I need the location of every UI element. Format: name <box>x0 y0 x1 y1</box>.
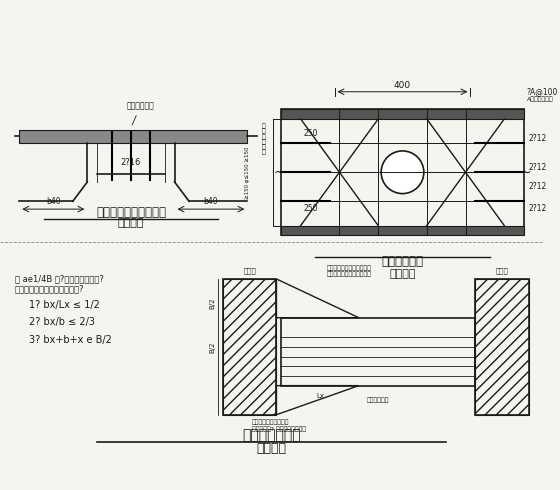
Text: 附加加密箍筋直径同架箍筋: 附加加密箍筋直径同架箍筋 <box>326 266 372 271</box>
Text: 加密箍筋直径根数相同: 加密箍筋直径根数相同 <box>252 419 290 425</box>
Bar <box>223 279 277 415</box>
Text: 当 ae1/4B 时?架端设水平加腋?: 当 ae1/4B 时?架端设水平加腋? <box>15 275 104 284</box>
Text: 范围同梁加密区域箍筋间距: 范围同梁加密区域箍筋间距 <box>326 271 372 277</box>
Text: 250: 250 <box>303 204 318 213</box>
Text: 框架梁水平加腋: 框架梁水平加腋 <box>242 428 301 442</box>
Text: ~: ~ <box>520 165 531 179</box>
Text: 2?12: 2?12 <box>529 182 547 191</box>
Text: 梁孔加固大样: 梁孔加固大样 <box>381 255 423 268</box>
Bar <box>475 279 529 415</box>
Bar <box>281 109 524 119</box>
Text: 框架梁: 框架梁 <box>496 268 508 274</box>
Text: 附图十三: 附图十三 <box>389 269 416 279</box>
Bar <box>475 279 529 415</box>
Text: 过梁与结构梁整浇构造: 过梁与结构梁整浇构造 <box>96 206 166 219</box>
Text: 250: 250 <box>303 129 318 138</box>
Text: 截
面
纵
筋
锚
入: 截 面 纵 筋 锚 入 <box>262 123 265 155</box>
Text: 2? bx/b ≤ 2/3: 2? bx/b ≤ 2/3 <box>29 318 95 327</box>
Text: 2?12: 2?12 <box>529 163 547 172</box>
Text: 3? bx+b+x e B/2: 3? bx+b+x e B/2 <box>29 335 112 345</box>
Text: 2?16: 2?16 <box>121 158 141 168</box>
Text: 附图十四: 附图十四 <box>256 442 287 456</box>
Text: 箍筋与梁相同: 箍筋与梁相同 <box>127 101 155 125</box>
Text: A为梁箍筋直径: A为梁箍筋直径 <box>526 97 553 102</box>
Text: 梁单侧设置? 直径不够采用弯锚: 梁单侧设置? 直径不够采用弯锚 <box>252 426 306 432</box>
Text: B/2: B/2 <box>209 341 215 353</box>
Text: ≥150 φ≤150 ≥150: ≥150 φ≤150 ≥150 <box>245 146 250 198</box>
Text: ~: ~ <box>273 165 285 179</box>
Bar <box>20 129 248 143</box>
Text: 框架柱: 框架柱 <box>244 268 256 274</box>
Bar <box>223 279 277 415</box>
Text: B/2: B/2 <box>209 297 215 309</box>
Text: 附图十二: 附图十二 <box>118 219 144 228</box>
Text: 水平加腋尺寸应满足下列要求?: 水平加腋尺寸应满足下列要求? <box>15 285 84 294</box>
Circle shape <box>381 151 424 194</box>
Bar <box>281 225 524 235</box>
Text: 2?12: 2?12 <box>529 134 547 143</box>
Bar <box>281 109 524 235</box>
Text: Lx: Lx <box>316 393 324 399</box>
Text: 梁端箍加密区: 梁端箍加密区 <box>367 397 390 403</box>
Text: b40: b40 <box>204 197 218 206</box>
Text: ?A@100: ?A@100 <box>526 87 558 96</box>
Bar <box>20 129 248 143</box>
Text: 400: 400 <box>394 81 411 90</box>
Text: 2?12: 2?12 <box>529 204 547 213</box>
Text: b40: b40 <box>46 197 60 206</box>
Text: 1? bx/Lx ≤ 1/2: 1? bx/Lx ≤ 1/2 <box>29 300 100 310</box>
Bar <box>281 318 475 386</box>
